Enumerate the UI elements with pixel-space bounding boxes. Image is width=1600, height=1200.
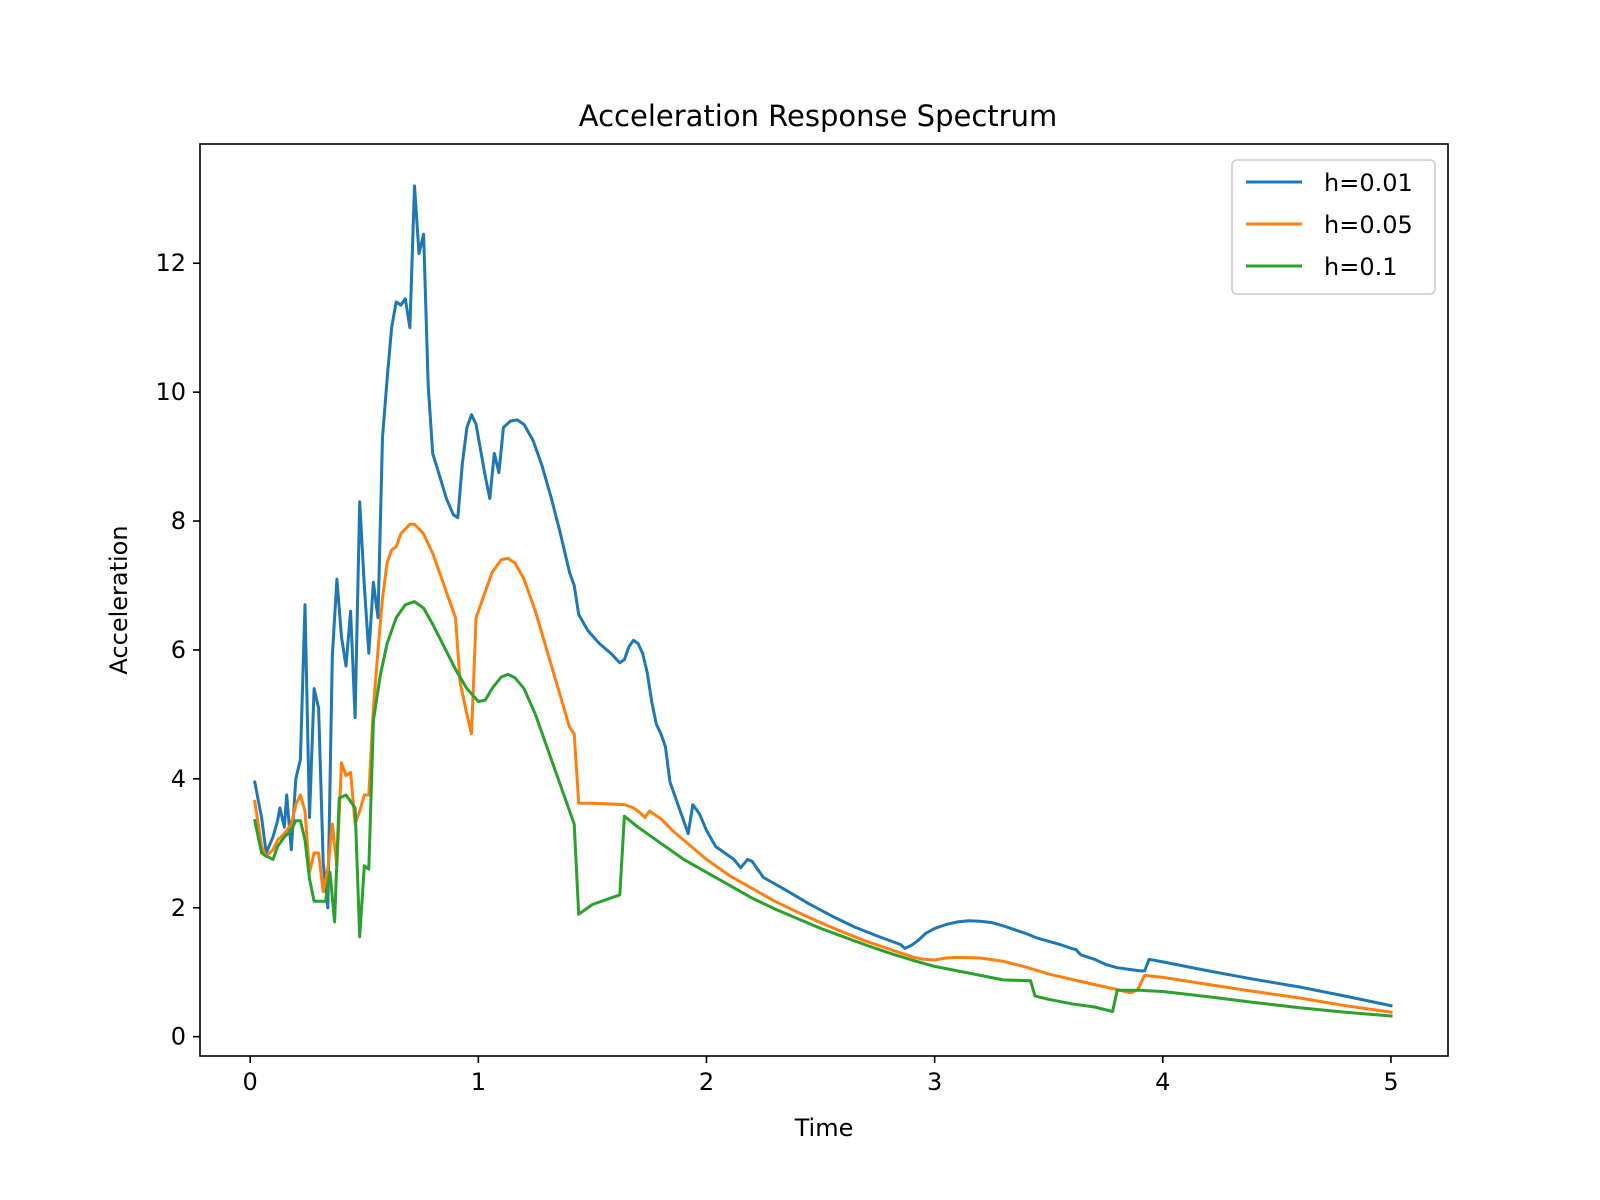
y-tick-label-4: 8 [171,507,186,535]
x-tick-label-1: 1 [471,1068,486,1096]
x-axis-ticks: 0 1 2 3 4 5 [243,1056,1399,1096]
x-tick-label-5: 5 [1383,1068,1398,1096]
x-tick-label-0: 0 [243,1068,258,1096]
x-tick-label-4: 4 [1155,1068,1170,1096]
x-axis-label: Time [794,1114,854,1142]
y-tick-label-2: 4 [171,765,186,793]
y-tick-label-0: 0 [171,1023,186,1051]
legend: h=0.01 h=0.05 h=0.1 [1231,159,1436,295]
series-line-0 [253,184,1393,1008]
plot-area [199,143,1449,1057]
chart-title: Acceleration Response Spectrum [579,99,1057,133]
legend-label-1: h=0.05 [1324,211,1413,239]
y-tick-label-5: 10 [155,378,186,406]
legend-box [1231,159,1436,295]
x-tick-label-2: 2 [699,1068,714,1096]
legend-label-0: h=0.01 [1324,169,1413,197]
legend-entries: h=0.01 h=0.05 h=0.1 [1246,169,1413,281]
series-line-1 [253,522,1393,1014]
y-tick-label-1: 2 [171,894,186,922]
axes-frame [199,143,1449,1057]
x-tick-label-3: 3 [927,1068,942,1096]
series-layer [253,184,1393,1018]
y-axis-label: Acceleration [105,525,133,674]
y-axis-ticks: 0 2 4 6 8 10 12 [155,249,200,1051]
y-tick-label-3: 6 [171,636,186,664]
legend-label-2: h=0.1 [1324,253,1398,281]
series-line-2 [253,600,1393,1018]
y-tick-label-6: 12 [155,249,186,277]
